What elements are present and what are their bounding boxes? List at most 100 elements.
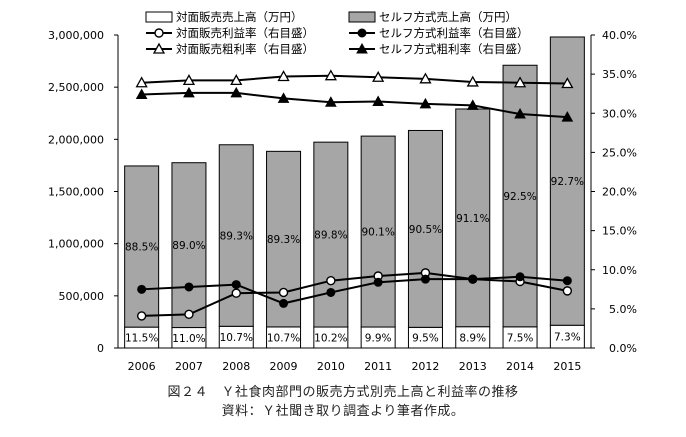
line-self-profit-rate [141,275,568,305]
counter-share-label: 7.5% [507,332,534,344]
right-axis-tick-label: 35.0% [602,68,637,81]
x-axis-tick-label: 2009 [270,360,298,373]
left-axis-tick-label: 2,500,000 [48,81,104,94]
left-axis-tick-label: 1,500,000 [48,186,104,199]
self-gross-rate-point [419,97,432,109]
x-axis-tick-label: 2014 [506,360,534,373]
x-axis-tick-label: 2015 [553,360,581,373]
chart: 0 500,000 1,000,000 1,500,000 2,000,000 2,500… [48,10,637,373]
right-axis-tick-label: 30.0% [602,107,637,120]
right-axis-tick-label: 15.0% [602,225,637,238]
counter-gross-rate-point [561,77,574,89]
counter-profit-rate-point [562,286,573,296]
x-axis-tick-label: 2013 [459,360,487,373]
legend-marker [357,28,367,38]
self-profit-rate-point [231,280,241,290]
self-profit-rate-point [279,298,289,308]
legend-marker [356,42,368,54]
self-share-label: 89.0% [172,240,205,252]
self-profit-rate-point [184,282,194,292]
legend-label: 対面販売粗利率（右目盛） [176,42,314,56]
bar-self-sales [218,144,254,327]
counter-gross-rate-point [230,74,243,86]
line-counter-profit-rate [141,271,568,317]
left-axis-tick-label: 0 [97,342,104,355]
legend-label: セルフ方式粗利率（右目盛） [379,42,529,56]
x-axis-tick-label: 2006 [128,360,156,373]
bar-self-sales [171,162,207,329]
legend-label: セルフ方式売上高（万円） [379,10,517,24]
right-axis-tick-label: 20.0% [602,186,637,199]
self-profit-rate-point [326,287,336,297]
self-gross-rate-point [230,86,243,98]
self-share-label: 89.8% [314,230,347,242]
bar-self-sales [360,135,396,328]
counter-share-label: 8.9% [459,332,486,344]
bar-self-sales [455,108,491,328]
self-profit-rate-point [468,274,478,284]
self-share-label: 92.7% [551,176,584,188]
right-axis-tick-label: 40.0% [602,29,637,42]
self-profit-rate-point [373,277,383,287]
self-profit-rate-point [420,274,430,284]
line-self-gross-rate [141,91,568,119]
counter-profit-rate-point [231,288,241,298]
self-share-label: 89.3% [220,231,253,243]
counter-profit-rate-point [278,287,289,298]
left-axis-tick-label: 3,000,000 [48,29,104,42]
left-axis-tick-label: 2,000,000 [48,133,104,146]
counter-gross-rate-point [372,70,385,82]
legend-label: 対面販売利益率（右目盛） [176,26,314,40]
bar-self-sales [124,165,160,328]
counter-share-label: 10.7% [267,332,300,344]
counter-share-label: 11.0% [172,333,205,345]
counter-share-label: 11.5% [125,333,158,345]
counter-gross-rate-point [277,70,290,82]
right-axis-tick-label: 25.0% [602,146,637,159]
self-share-label: 88.5% [125,242,158,254]
self-gross-rate-point [561,111,574,122]
figure-source-note: 資料：Ｙ社聞き取り調査より筆者作成。 [221,404,465,419]
counter-share-label: 7.3% [554,332,581,344]
counter-profit-rate-point [136,311,147,321]
line-counter-gross-rate [141,74,568,85]
self-share-label: 92.5% [503,191,536,203]
self-share-label: 89.3% [267,234,300,246]
self-gross-rate-point [135,88,148,99]
self-profit-rate-point [562,276,572,286]
self-profit-rate-point [137,284,147,294]
bar-self-sales [266,150,302,328]
counter-share-label: 10.2% [314,333,347,345]
left-axis-tick-label: 500,000 [59,290,105,303]
legend-label: 対面販売売上高（万円） [176,10,303,24]
self-gross-rate-point [372,95,384,107]
legend-swatch [348,11,376,23]
counter-gross-rate-point [513,76,527,88]
self-share-label: 90.5% [409,224,442,236]
x-axis-tick-label: 2010 [317,360,345,373]
counter-gross-rate-point [324,69,337,81]
x-axis-tick-label: 2008 [222,360,250,373]
counter-gross-rate-point [466,75,479,87]
counter-share-label: 10.7% [220,332,253,344]
counter-gross-rate-point [182,74,196,86]
right-axis-tick-label: 10.0% [602,264,637,277]
legend-marker [152,42,166,54]
counter-gross-rate-point [135,76,148,88]
self-share-label: 90.1% [361,227,394,239]
x-axis-tick-label: 2012 [411,360,439,373]
counter-share-label: 9.5% [412,333,439,345]
self-gross-rate-point [325,96,337,107]
figure-caption: 図２４ Ｙ社食肉部門の販売方式別売上高と利益率の推移 [167,385,519,400]
self-gross-rate-point [514,108,526,119]
counter-gross-rate-point [419,72,432,84]
self-gross-rate-point [466,99,479,110]
right-axis-tick-label: 0.0% [609,342,637,355]
x-axis-tick-label: 2011 [364,360,392,373]
self-profit-rate-point [515,272,525,282]
counter-profit-rate-point [326,276,336,286]
legend-swatch [145,11,173,23]
counter-share-label: 9.9% [365,333,392,345]
x-axis-tick-label: 2007 [175,360,203,373]
